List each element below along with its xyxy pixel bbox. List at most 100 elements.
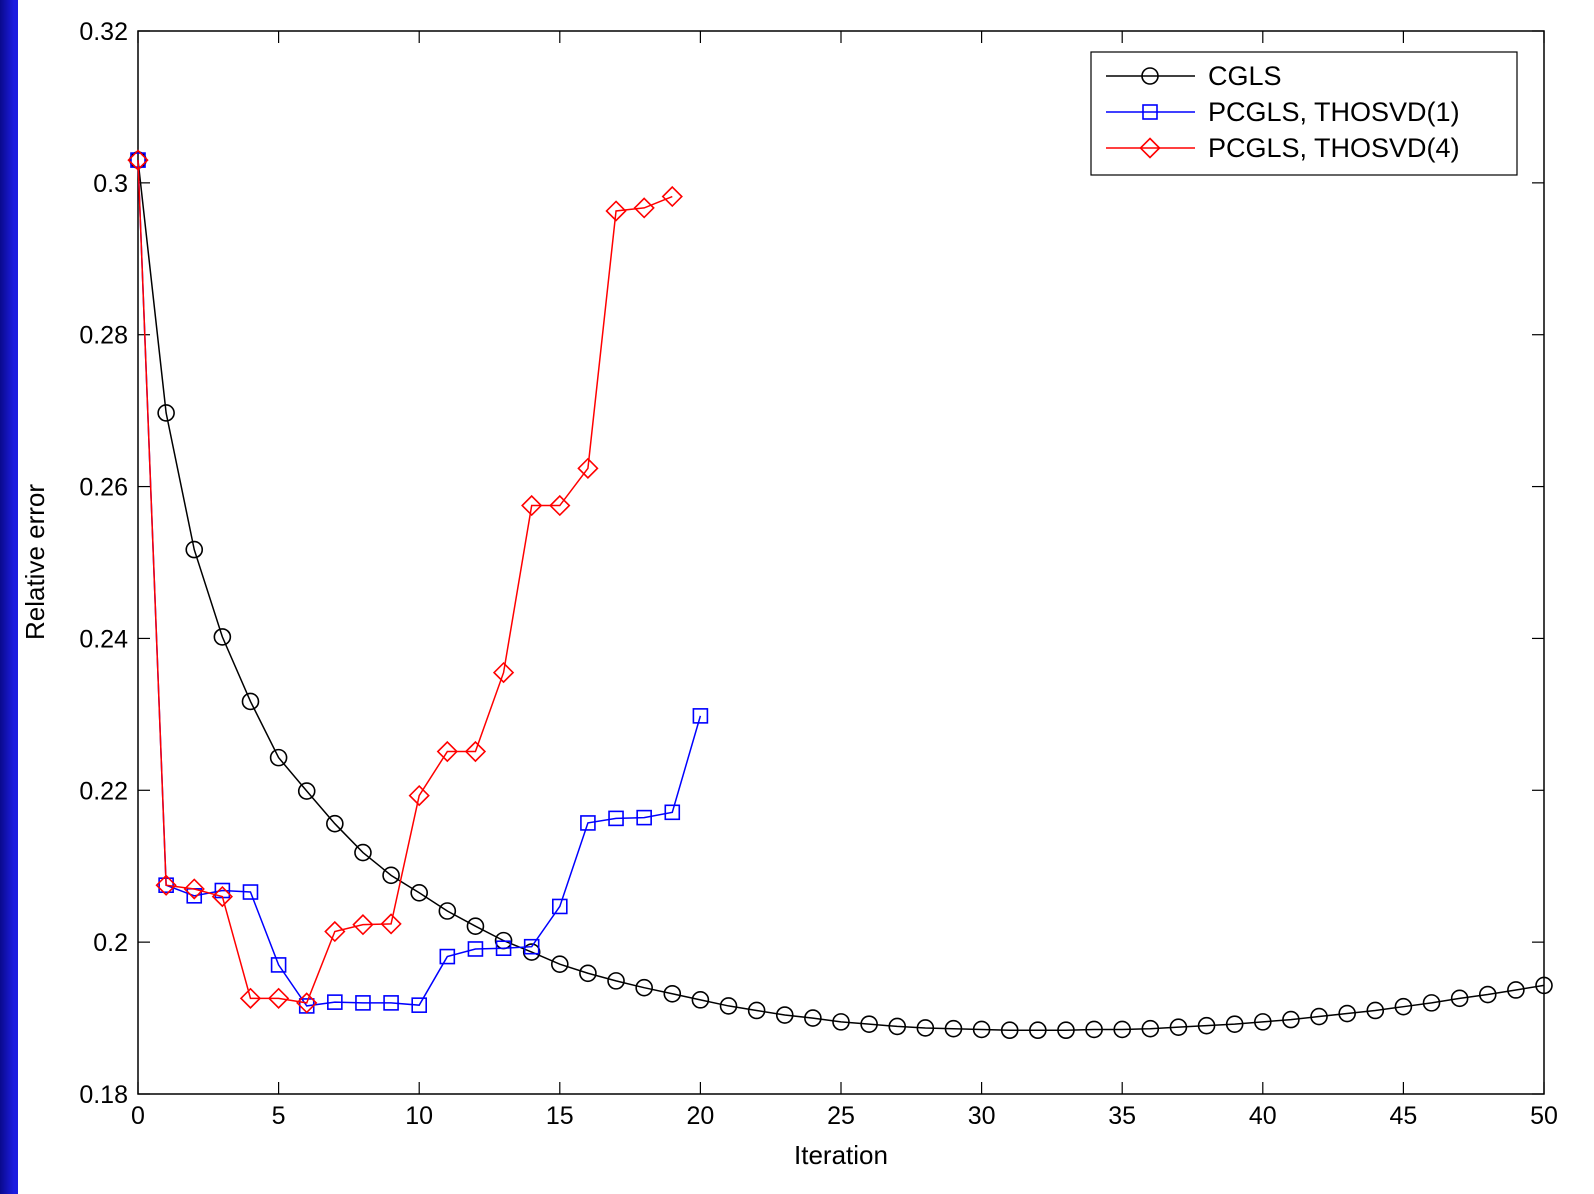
data-point-cgls: [804, 1009, 822, 1027]
data-point-cgls: [1366, 1001, 1385, 1020]
data-point-pcgls-thosvd4: [324, 920, 346, 943]
data-point-cgls: [185, 540, 204, 559]
data-point-pcgls-thosvd4: [605, 200, 627, 222]
data-point-cgls: [1113, 1020, 1131, 1039]
series-cgls: [129, 151, 1553, 1040]
data-point-cgls: [1282, 1010, 1300, 1029]
data-point-pcgls-thosvd1: [608, 810, 624, 827]
data-point-pcgls-thosvd1: [383, 995, 399, 1011]
x-tick-label: 50: [1530, 1102, 1558, 1130]
data-point-cgls: [888, 1017, 907, 1036]
data-point-pcgls-thosvd4: [183, 878, 205, 900]
data-point-pcgls-thosvd4: [549, 494, 571, 517]
x-tick-label: 20: [686, 1102, 714, 1130]
data-point-pcgls-thosvd4: [380, 913, 402, 935]
data-point-cgls: [410, 883, 429, 902]
legend-marker-pcgls-thosvd1: [1142, 104, 1158, 120]
data-point-cgls: [860, 1015, 878, 1033]
data-point-cgls: [382, 866, 400, 885]
x-tick-label: 25: [827, 1102, 855, 1130]
data-point-cgls: [972, 1020, 991, 1039]
y-tick-label: 0.3: [93, 170, 128, 198]
data-point-pcgls-thosvd4: [464, 740, 487, 763]
data-point-cgls: [1450, 989, 1469, 1008]
legend-box: [1090, 51, 1518, 176]
legend-marker-pcgls-thosvd4: [1139, 137, 1161, 159]
data-point-pcgls-thosvd1: [327, 994, 343, 1010]
y-tick-label: 0.26: [79, 474, 128, 502]
data-point-pcgls-thosvd4: [211, 885, 233, 908]
data-point-cgls: [635, 978, 653, 997]
x-tick-label: 40: [1249, 1102, 1277, 1130]
plot-area: [137, 30, 1545, 1095]
data-point-cgls: [1169, 1018, 1188, 1036]
x-tick-label: 0: [131, 1102, 145, 1130]
data-point-cgls: [1422, 994, 1441, 1012]
data-point-cgls: [326, 814, 344, 833]
data-point-cgls: [1141, 1019, 1160, 1038]
data-point-pcgls-thosvd4: [492, 661, 515, 684]
y-tick-label: 0.22: [79, 777, 128, 805]
x-tick-label: 45: [1389, 1102, 1417, 1130]
data-point-cgls: [1310, 1007, 1328, 1026]
series-line-cgls: [137, 159, 1545, 1031]
legend: CGLS PCGLS, THOSVD(1) PCGLS, THOSVD(4): [1090, 51, 1518, 176]
series-pcgls-thosvd1: [130, 152, 709, 1014]
data-point-cgls: [1478, 985, 1497, 1004]
y-tick-label: 0.18: [79, 1081, 128, 1109]
data-point-pcgls-thosvd1: [242, 884, 259, 900]
legend-items: [1106, 67, 1195, 159]
data-point-cgls: [550, 955, 569, 973]
data-point-pcgls-thosvd1: [270, 957, 287, 973]
legend-label-pcgls-thosvd4: PCGLS, THOSVD(4): [1208, 133, 1460, 163]
data-point-cgls: [579, 964, 597, 983]
data-point-cgls: [522, 943, 541, 961]
data-point-pcgls-thosvd4: [296, 992, 318, 1014]
data-point-pcgls-thosvd1: [439, 948, 456, 965]
data-point-pcgls-thosvd1: [411, 997, 428, 1013]
data-point-cgls: [916, 1019, 935, 1037]
legend-marker-cgls: [1141, 67, 1159, 85]
legend-label-cgls: CGLS: [1208, 61, 1282, 91]
data-point-pcgls-thosvd1: [467, 941, 484, 957]
data-point-pcgls-thosvd1: [664, 804, 681, 821]
x-tick-label: 5: [272, 1102, 286, 1130]
data-point-pcgls-thosvd4: [352, 914, 374, 936]
data-point-cgls: [1225, 1015, 1244, 1033]
data-point-pcgls-thosvd1: [551, 898, 568, 915]
data-point-pcgls-thosvd4: [633, 197, 655, 219]
data-point-pcgls-thosvd4: [521, 494, 543, 517]
data-point-cgls: [1057, 1021, 1075, 1040]
data-point-cgls: [944, 1019, 963, 1038]
data-point-pcgls-thosvd4: [577, 457, 599, 479]
y-tick-labels: 0.18 0.2 0.22 0.24 0.26 0.28 0.3 0.32: [79, 18, 128, 1109]
data-point-cgls: [1085, 1020, 1103, 1039]
data-point-cgls: [1000, 1021, 1019, 1040]
data-point-cgls: [607, 972, 625, 990]
data-point-pcgls-thosvd1: [692, 708, 709, 724]
data-point-pcgls-thosvd4: [127, 149, 149, 171]
data-point-cgls: [466, 917, 485, 935]
data-point-pcgls-thosvd4: [408, 784, 430, 807]
data-point-cgls: [241, 692, 260, 711]
series-line-pcgls-thosvd1: [137, 160, 702, 1007]
data-point-cgls: [157, 404, 175, 422]
data-point-cgls: [1254, 1013, 1272, 1031]
series-layer: [127, 149, 1553, 1040]
data-point-cgls: [1338, 1004, 1356, 1023]
data-point-cgls: [663, 984, 682, 1003]
x-tick-labels: 0 5 10 15 20 25 30 35 40 45 50: [131, 1102, 1558, 1130]
legend-label-pcgls-thosvd1: PCGLS, THOSVD(1): [1208, 97, 1460, 127]
series-line-pcgls-thosvd4: [137, 160, 673, 1004]
y-tick-label: 0.32: [79, 18, 128, 46]
x-axis-title: Iteration: [794, 1140, 888, 1170]
data-point-pcgls-thosvd1: [636, 809, 652, 826]
x-tick-label: 35: [1108, 1102, 1136, 1130]
data-point-cgls: [1029, 1021, 1047, 1040]
data-point-cgls: [775, 1006, 794, 1024]
data-point-cgls: [269, 748, 288, 767]
data-point-pcgls-thosvd1: [495, 940, 512, 957]
x-tick-label: 30: [968, 1102, 996, 1130]
data-point-pcgls-thosvd4: [661, 185, 683, 208]
